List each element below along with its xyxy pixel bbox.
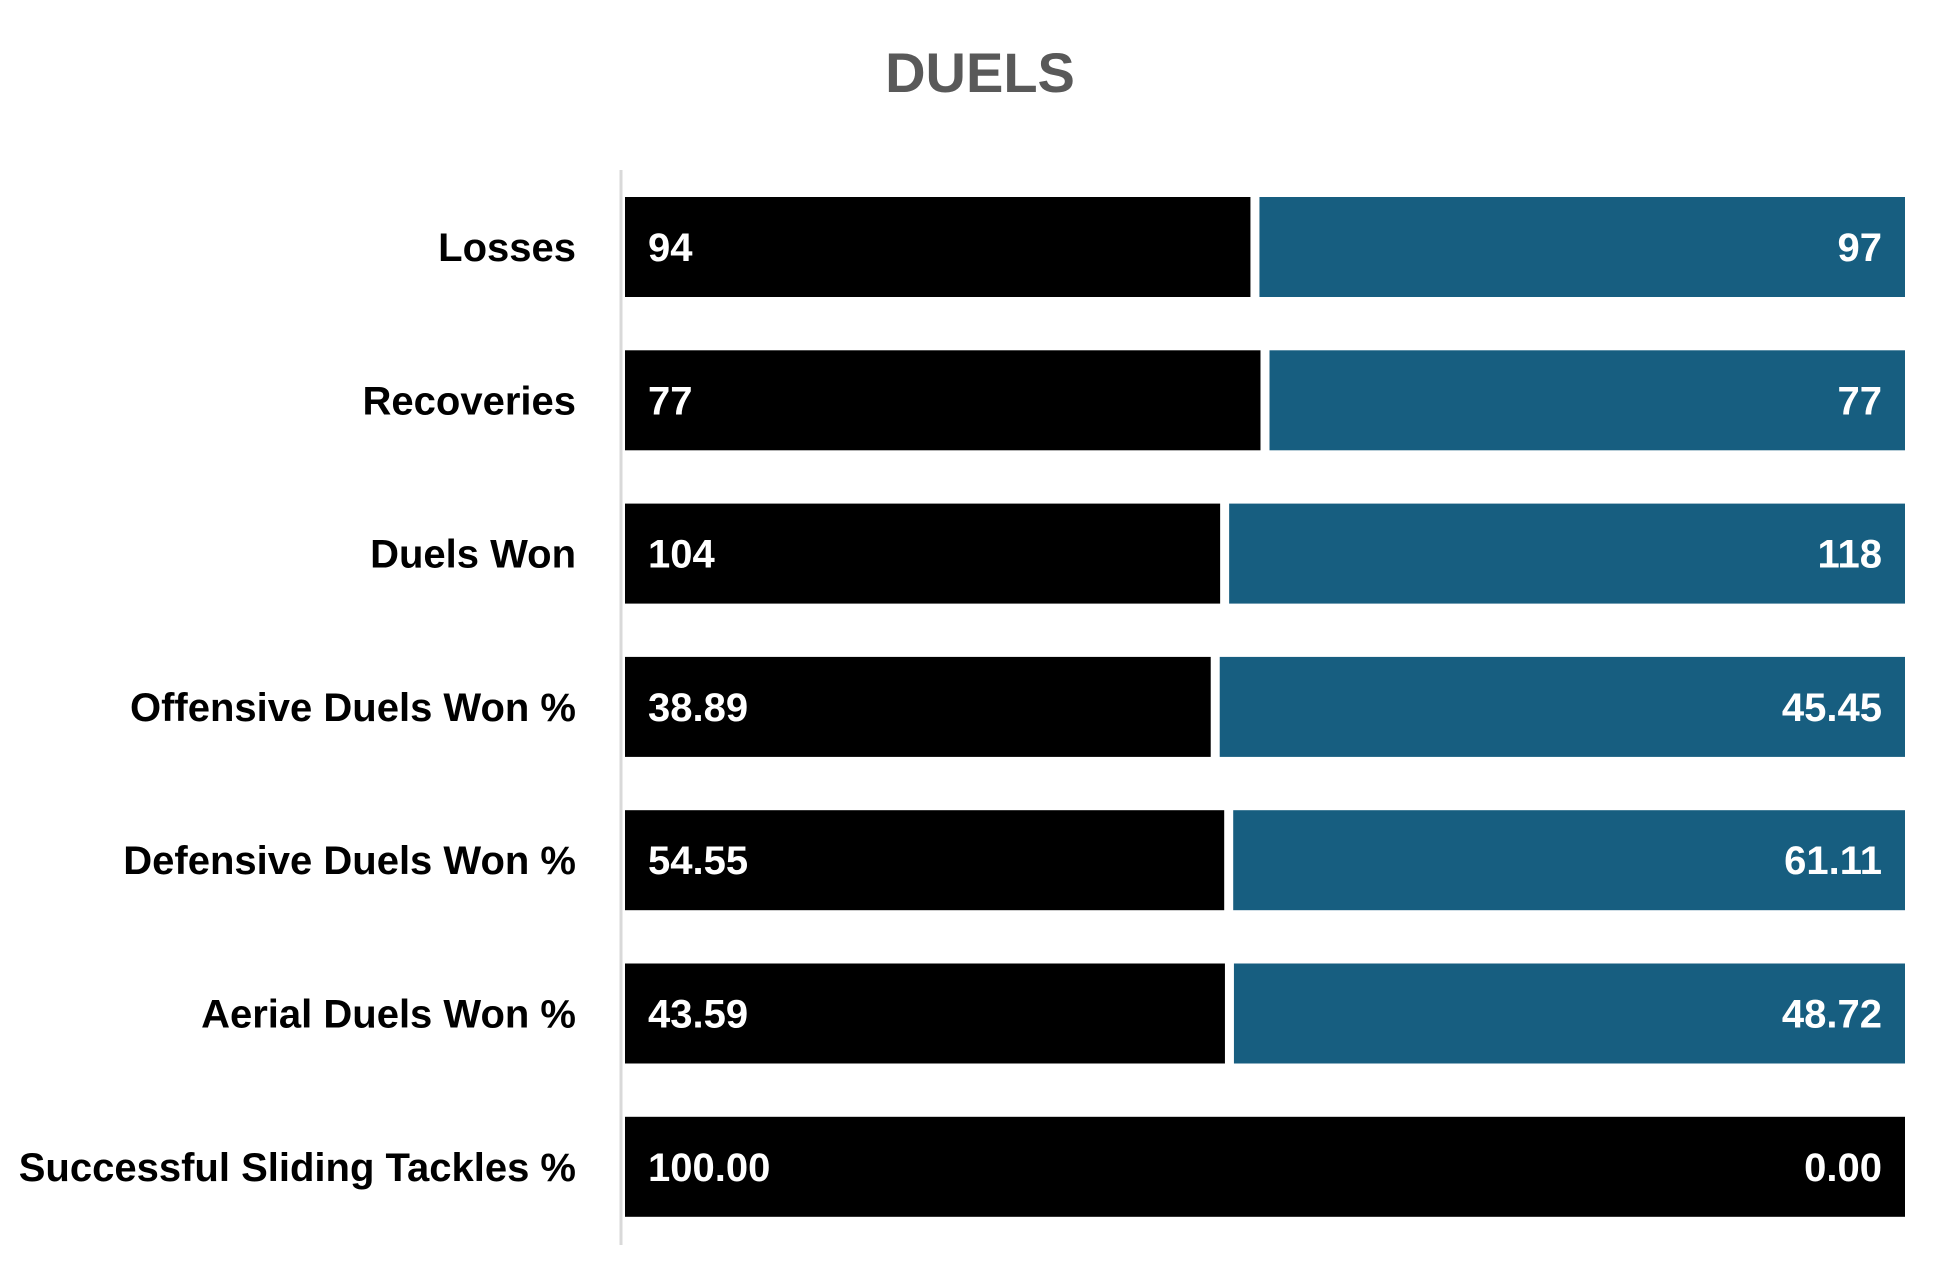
row-label-defensive-duels-won-pct: Defensive Duels Won % (123, 839, 576, 883)
value-labels-group: 94 97 77 77 104 118 38.89 45.45 54.55 61.11 43.59 4… (648, 226, 1882, 1190)
row-labels-group: Losses Recoveries Duels Won Offensive Duels… (19, 226, 576, 1190)
chart-title: DUELS (885, 41, 1075, 104)
value-label-successful-sliding-tackles-pct-series-b: 0.00 (1804, 1146, 1882, 1190)
row-label-successful-sliding-tackles-pct: Successful Sliding Tackles % (19, 1146, 576, 1190)
bar-losses-series-a (625, 197, 1251, 297)
value-label-recoveries-series-b: 77 (1838, 379, 1883, 423)
value-label-duels-won-series-b: 118 (1817, 533, 1882, 577)
bar-aerial-duels-won-pct-series-a (625, 963, 1225, 1064)
value-label-defensive-duels-won-pct-series-a: 54.55 (648, 839, 748, 883)
value-label-recoveries-series-a: 77 (648, 379, 693, 423)
bar-offensive-duels-won-pct-series-a (625, 656, 1211, 757)
value-label-offensive-duels-won-pct-series-b: 45.45 (1782, 686, 1882, 730)
row-label-offensive-duels-won-pct: Offensive Duels Won % (130, 686, 576, 730)
bar-offensive-duels-won-pct-series-b (1219, 656, 1905, 757)
row-label-duels-won: Duels Won (370, 533, 576, 577)
bars-group (625, 197, 1905, 1217)
row-label-losses: Losses (438, 226, 576, 270)
value-label-offensive-duels-won-pct-series-a: 38.89 (648, 686, 748, 730)
bar-aerial-duels-won-pct-series-b (1233, 963, 1905, 1064)
bar-defensive-duels-won-pct-series-a (625, 810, 1225, 911)
row-label-recoveries: Recoveries (363, 379, 576, 423)
bar-recoveries-series-b (1269, 350, 1905, 451)
bar-losses-series-b (1259, 197, 1905, 297)
bar-duels-won-series-b (1229, 503, 1905, 604)
bar-duels-won-series-a (625, 503, 1221, 604)
value-label-losses-series-a: 94 (648, 226, 693, 270)
bar-defensive-duels-won-pct-series-b (1233, 810, 1905, 911)
value-label-successful-sliding-tackles-pct-series-a: 100.00 (648, 1146, 770, 1190)
value-label-duels-won-series-a: 104 (648, 533, 715, 577)
value-label-aerial-duels-won-pct-series-a: 43.59 (648, 993, 748, 1037)
value-label-aerial-duels-won-pct-series-b: 48.72 (1782, 993, 1882, 1037)
value-label-losses-series-b: 97 (1838, 226, 1883, 270)
bar-successful-sliding-tackles-pct-series-a (625, 1116, 1905, 1217)
bar-recoveries-series-a (625, 350, 1261, 451)
value-label-defensive-duels-won-pct-series-b: 61.11 (1784, 839, 1882, 883)
row-label-aerial-duels-won-pct: Aerial Duels Won % (201, 993, 576, 1037)
